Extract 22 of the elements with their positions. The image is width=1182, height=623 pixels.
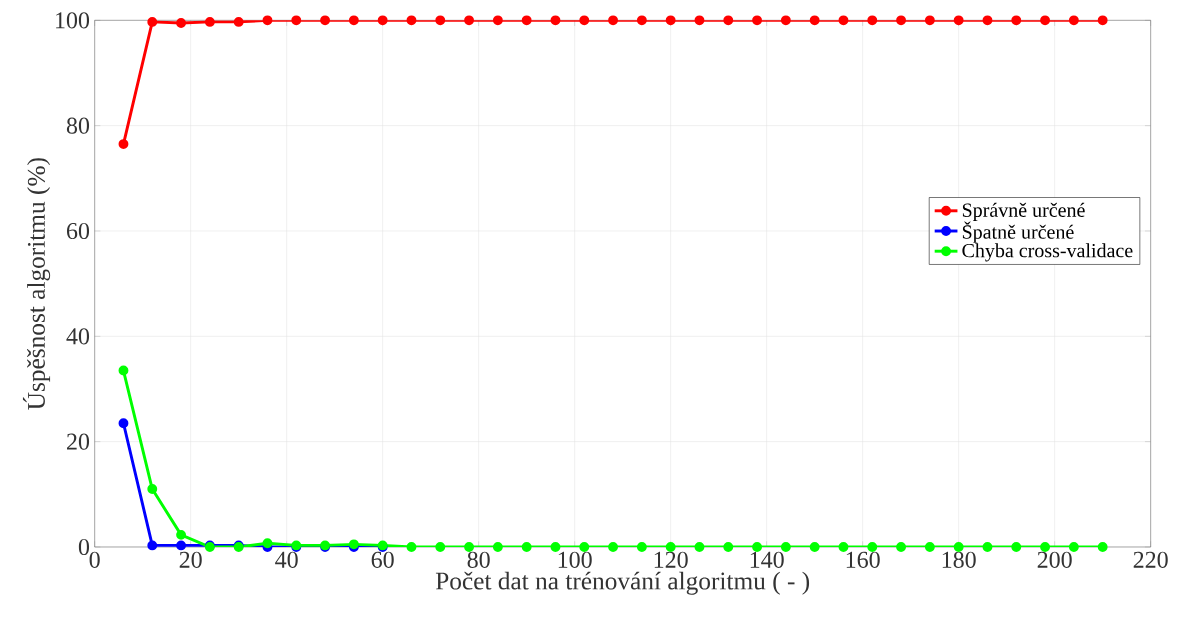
x-tick-label: 100 — [558, 551, 592, 568]
y-tick-label: 100 — [56, 12, 90, 29]
x-tick-label: 20 — [179, 551, 202, 568]
x-tick-label: 180 — [942, 551, 976, 568]
x-tick-label: 140 — [750, 551, 784, 568]
x-tick-label: 60 — [371, 551, 394, 568]
y-axis-title: Úspěšnost algoritmu (%) — [22, 158, 51, 410]
x-tick-label: 220 — [1133, 551, 1168, 568]
x-tick-label: 200 — [1037, 551, 1072, 568]
legend-label: Špatně určené — [962, 221, 1074, 243]
y-tick-label: 40 — [66, 328, 90, 345]
x-tick-label: 120 — [654, 551, 688, 568]
y-tick-label: 0 — [78, 538, 90, 556]
legend-label: Chyba cross-validace — [962, 243, 1133, 262]
x-tick-label: 40 — [275, 551, 298, 568]
y-tick-label: 20 — [67, 433, 90, 450]
y-tick-label: 80 — [66, 117, 90, 134]
x-tick-label: 160 — [846, 551, 880, 568]
y-tick-label: 60 — [66, 222, 90, 240]
x-tick-label: 80 — [467, 551, 490, 568]
legend-label: Správně určené — [962, 202, 1085, 222]
x-axis-title: Počet dat na trénování algoritmu ( - ) — [435, 571, 810, 595]
